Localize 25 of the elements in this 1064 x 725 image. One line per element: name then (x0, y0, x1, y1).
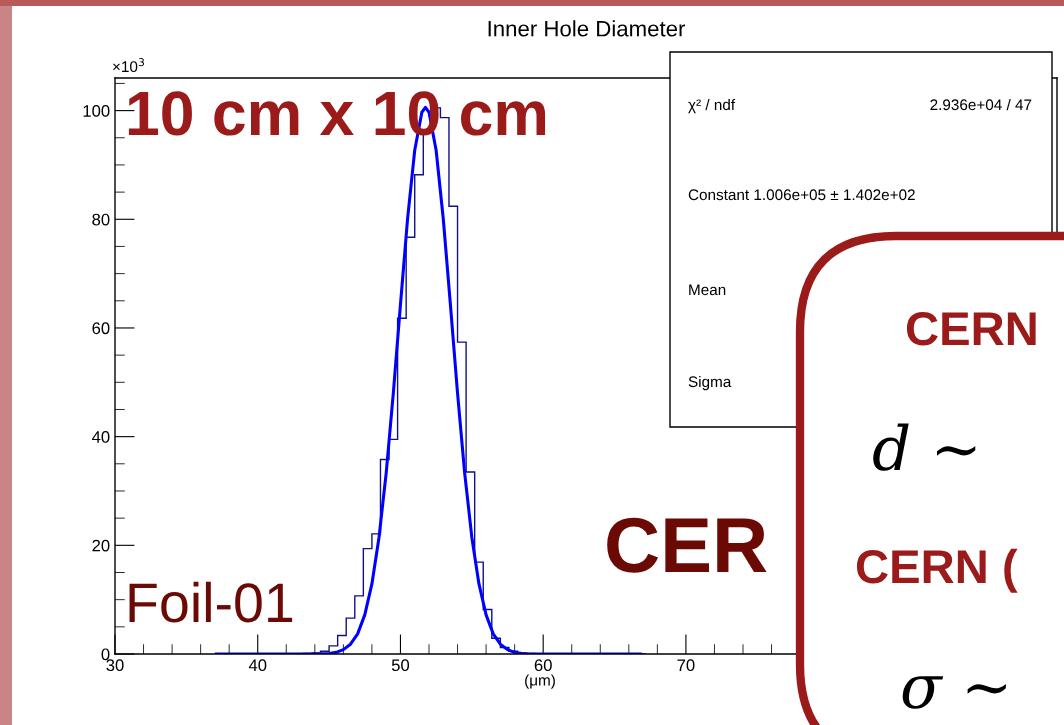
chart-title: Inner Hole Diameter (488, 20, 686, 37)
y-tick-label: 40 (91, 431, 110, 443)
annotation: Constant 1.006e+05 ± 1.402e+02 (688, 189, 915, 201)
y-tick-label: 60 (92, 322, 110, 335)
y-tick-label: 100 (83, 105, 110, 117)
annotation: CERN (906, 312, 1036, 346)
y-tick-label: 0 (101, 648, 110, 661)
x-tick-label: 70 (677, 659, 695, 672)
x-tick-label: 60 (534, 659, 552, 672)
text: ×10$^{3}$ (113, 58, 145, 73)
annotation: Sigma (688, 375, 732, 391)
y-tick-label: 20 (92, 539, 110, 552)
x-tick-label: 30 (106, 659, 124, 672)
x-tick-label: 40 (248, 659, 267, 672)
annotation: Mean (689, 284, 726, 296)
annotation: CERN ( (856, 548, 1018, 593)
y-tick-label: 80 (92, 213, 110, 226)
x-axis-title: (μm) (525, 674, 555, 689)
annotation: Foil-01 (129, 581, 293, 623)
x-tick-label: 50 (391, 659, 410, 672)
annotation: 2.936e+04 / 47 (930, 98, 1032, 111)
annotation: d ∼ (873, 423, 976, 471)
text: σ ∼ (902, 676, 1006, 709)
annotation: χ² / ndf (688, 98, 736, 114)
annotation: CER (607, 517, 767, 573)
